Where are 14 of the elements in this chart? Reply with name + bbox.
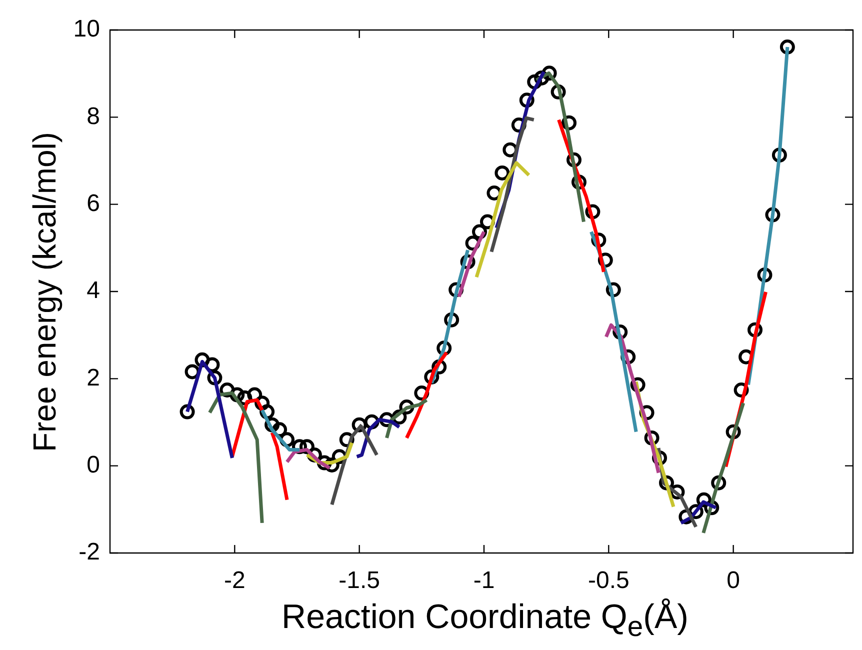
y-tick-label: 8 bbox=[86, 102, 100, 130]
y-tick-label: 10 bbox=[73, 16, 100, 43]
y-tick-label: 4 bbox=[86, 277, 100, 304]
y-axis-title: Free energy (kcal/mol) bbox=[26, 132, 64, 452]
y-tick-label: 0 bbox=[86, 451, 100, 478]
x-axis-title: Reaction Coordinate Q$_{e}$(Å) bbox=[280, 598, 690, 644]
y-tick-label: -2 bbox=[78, 538, 100, 566]
x-tick-label: -1 bbox=[473, 567, 495, 594]
y-tick-label: 6 bbox=[86, 190, 100, 217]
x-tick-label: -2 bbox=[224, 567, 246, 594]
y-tick-label: 2 bbox=[86, 364, 100, 392]
x-tick-label: -1.5 bbox=[338, 567, 380, 594]
x-tick-label: 0 bbox=[726, 567, 740, 594]
x-tick-label: -0.5 bbox=[588, 567, 630, 594]
